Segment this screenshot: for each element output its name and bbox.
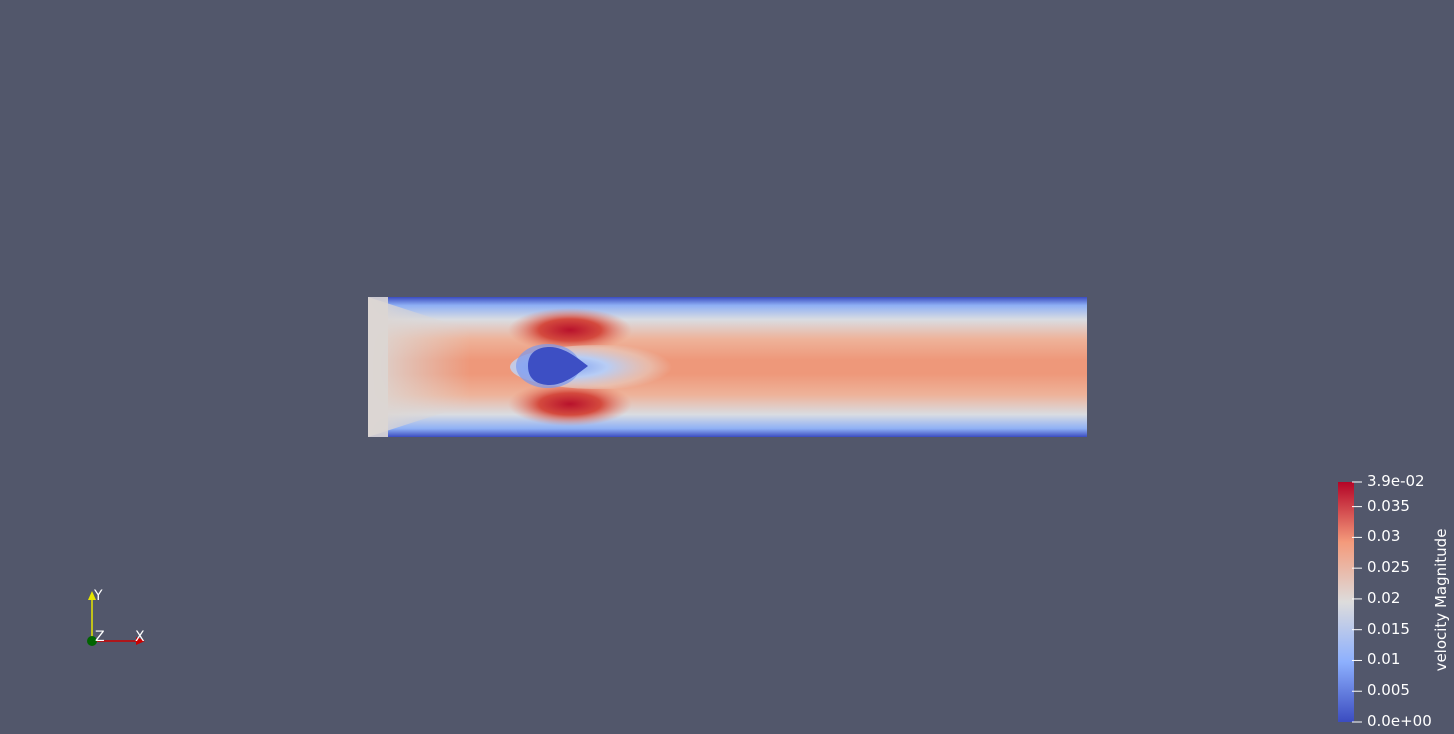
colorbar-tick-label: 3.9e-02	[1367, 472, 1425, 490]
y-axis-arrow-icon	[88, 591, 96, 600]
colorbar-tick-label: 0.015	[1367, 619, 1410, 638]
x-axis-arrow-icon	[136, 637, 145, 645]
colorbar-tick-label: 0.02	[1367, 588, 1401, 607]
cylinder-obstacle	[528, 347, 588, 385]
colorbar-ticks	[1352, 481, 1362, 723]
colorbar-tick-label: 0.03	[1367, 527, 1401, 546]
colorbar-tick-label: 0.005	[1367, 681, 1410, 700]
z-axis-label: Z	[95, 629, 105, 645]
x-axis-label: X	[135, 629, 145, 645]
colorbar-tick-label: 0.01	[1367, 650, 1401, 669]
y-axis-label: Y	[94, 588, 103, 604]
orientation-axes	[87, 591, 145, 646]
colorbar-tick-label: 0.0e+00	[1367, 712, 1432, 730]
colorbar-title: velocity Magnitude	[1432, 528, 1450, 672]
colorbar-gradient	[1338, 482, 1354, 722]
colorbar-tick-label: 0.035	[1367, 496, 1410, 515]
z-axis-dot-icon	[87, 636, 97, 646]
channel-domain	[368, 297, 1087, 437]
colorbar-tick-label: 0.025	[1367, 558, 1410, 577]
